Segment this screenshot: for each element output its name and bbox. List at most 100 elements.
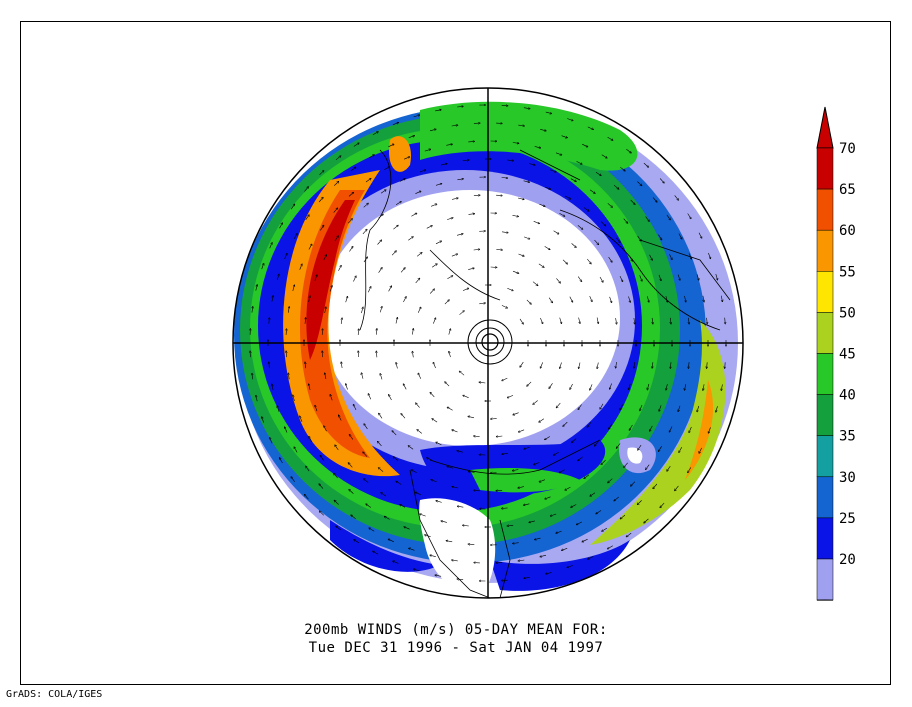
wind-arrow xyxy=(435,241,441,245)
wind-arrow xyxy=(339,415,342,421)
wind-arrow xyxy=(432,419,438,423)
wind-arrow xyxy=(501,178,508,179)
wind-arrow xyxy=(368,394,372,400)
colorbar-swatch-65 xyxy=(816,188,834,231)
wind-arrow xyxy=(608,478,613,483)
wind-arrow xyxy=(518,486,524,488)
colorbar: 70 65 60 55 50 45 40 35 30 25 20 xyxy=(816,106,856,601)
wind-arrow xyxy=(529,520,535,523)
map-title-line2: Tue DEC 31 1996 - Sat JAN 04 1997 xyxy=(308,640,604,656)
wind-arrow xyxy=(609,296,612,303)
wind-arrow xyxy=(277,406,280,412)
wind-arrow xyxy=(335,156,341,161)
wind-arrow xyxy=(305,318,306,324)
wind-arrow xyxy=(420,514,426,517)
wind-arrow xyxy=(637,500,642,504)
wind-arrow xyxy=(501,232,508,233)
wind-arrow xyxy=(647,296,649,302)
wind-arrow xyxy=(435,184,442,186)
wind-arrow xyxy=(669,426,673,432)
wind-arrow xyxy=(677,274,680,281)
wind-arrow xyxy=(393,457,399,461)
wind-arrow xyxy=(507,160,513,161)
wind-arrow xyxy=(689,426,692,433)
wind-arrow xyxy=(429,289,434,294)
wind-arrow xyxy=(457,506,464,507)
wind-arrow xyxy=(540,362,543,368)
wind-arrow xyxy=(594,239,599,244)
colorbar-label-25: 25 xyxy=(839,511,856,527)
wind-arrow xyxy=(362,229,367,235)
wind-arrow xyxy=(308,296,311,302)
wind-arrow xyxy=(272,384,273,391)
wind-arrow xyxy=(419,170,426,173)
wind-arrow xyxy=(678,405,681,412)
wind-arrow xyxy=(658,274,661,281)
wind-arrow xyxy=(698,232,702,238)
wind-arrow xyxy=(412,329,413,335)
wind-arrow xyxy=(640,404,643,411)
wind-arrow xyxy=(582,538,588,542)
wind-arrow xyxy=(538,263,544,267)
colorbar-label-65: 65 xyxy=(839,182,856,198)
wind-arrow xyxy=(288,373,289,380)
wind-arrow xyxy=(507,395,514,397)
wind-arrow xyxy=(479,382,486,383)
wind-arrow xyxy=(725,317,726,324)
wind-arrow xyxy=(696,274,699,280)
wind-arrow xyxy=(413,115,420,118)
wind-arrow xyxy=(376,329,377,335)
wind-arrow xyxy=(523,236,530,239)
wind-arrow xyxy=(457,579,464,580)
wind-arrow xyxy=(341,318,342,324)
wind-arrow xyxy=(451,254,458,257)
wind-arrow xyxy=(518,560,525,561)
wind-arrow xyxy=(513,412,519,415)
wind-arrow xyxy=(607,203,613,207)
wind-arrow xyxy=(463,525,469,526)
wind-arrow xyxy=(378,268,382,273)
wind-arrow xyxy=(309,437,313,442)
colorbar-top-cap xyxy=(816,106,834,149)
wind-arrow xyxy=(320,225,323,231)
wind-arrow xyxy=(590,492,596,496)
wind-arrow xyxy=(430,555,436,557)
wind-arrow xyxy=(256,395,258,402)
wind-arrow xyxy=(703,295,704,302)
wind-arrow xyxy=(447,218,453,220)
wind-arrow xyxy=(408,446,414,450)
wind-arrow xyxy=(629,424,633,430)
wind-arrow xyxy=(441,521,447,523)
wind-arrow xyxy=(708,252,710,259)
wind-arrow xyxy=(388,286,392,292)
wind-arrow xyxy=(577,276,581,282)
wind-arrow xyxy=(430,393,435,398)
wind-arrow xyxy=(411,470,417,473)
wind-arrow xyxy=(353,276,356,282)
wind-arrow xyxy=(620,514,626,519)
wind-arrow xyxy=(415,492,421,496)
wind-arrow xyxy=(345,297,348,303)
colorbar-label-35: 35 xyxy=(839,429,856,445)
wind-arrow xyxy=(468,268,474,270)
wind-arrow xyxy=(399,179,405,182)
wind-arrow xyxy=(560,362,562,369)
colorbar-label-50: 50 xyxy=(839,305,856,321)
wind-arrow xyxy=(436,442,442,446)
wind-arrow xyxy=(393,225,398,230)
wind-arrow xyxy=(334,182,338,186)
wind-arrow xyxy=(304,187,309,192)
wind-arrow xyxy=(305,215,309,220)
wind-arrow xyxy=(512,143,519,144)
wind-arrow xyxy=(576,161,582,164)
wind-arrow xyxy=(578,404,582,410)
colorbar-swatch-40 xyxy=(816,394,834,436)
wind-arrow xyxy=(354,540,360,544)
wind-arrow xyxy=(431,480,437,483)
wind-arrow xyxy=(559,317,562,324)
wind-arrow xyxy=(527,381,532,386)
wind-arrow xyxy=(644,518,649,523)
wind-arrow xyxy=(601,154,607,158)
wind-arrow xyxy=(412,351,413,358)
plot-frame xyxy=(20,21,891,685)
